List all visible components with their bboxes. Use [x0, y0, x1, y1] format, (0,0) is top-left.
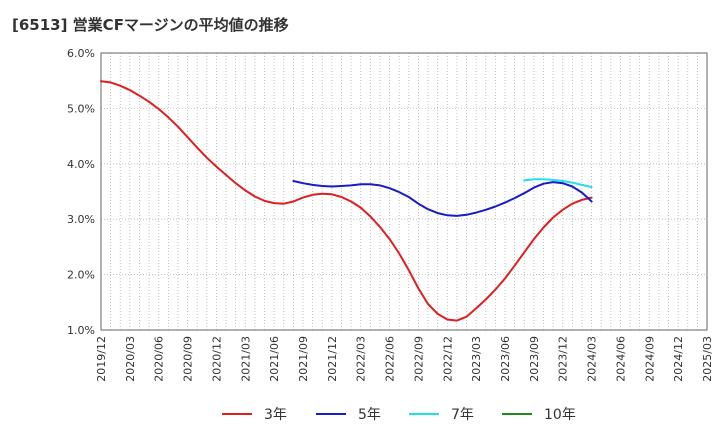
legend-label: 10年 — [544, 407, 576, 423]
x-tick-label: 2020/09 — [182, 336, 195, 382]
series-line-5年 — [292, 180, 593, 217]
series-line-3年 — [100, 80, 593, 322]
x-tick-label: 2025/03 — [701, 336, 714, 382]
legend-label: 3年 — [264, 407, 287, 423]
legend-label: 5年 — [358, 407, 381, 423]
y-tick-label: 4.0% — [67, 158, 95, 171]
x-tick-label: 2022/03 — [355, 336, 368, 382]
series-line-7年 — [523, 178, 593, 189]
x-tick-label: 2022/09 — [412, 336, 425, 382]
x-tick-label: 2022/12 — [441, 336, 454, 382]
plot-area — [100, 52, 708, 331]
x-tick-label: 2020/12 — [210, 336, 223, 382]
x-tick-label: 2022/06 — [384, 336, 397, 382]
y-tick-label: 6.0% — [67, 47, 95, 60]
x-tick-label: 2023/09 — [528, 336, 541, 382]
chart-title: [6513] 営業CFマージンの平均値の推移 — [12, 16, 289, 34]
x-tick-label: 2023/12 — [557, 336, 570, 382]
x-tick-label: 2023/03 — [470, 336, 483, 382]
y-tick-label: 2.0% — [67, 269, 95, 282]
x-tick-label: 2020/06 — [153, 336, 166, 382]
x-tick-label: 2024/12 — [672, 336, 685, 382]
x-tick-label: 2024/09 — [643, 336, 656, 382]
y-tick-label: 3.0% — [67, 213, 95, 226]
x-tick-label: 2021/03 — [239, 336, 252, 382]
y-tick-label: 1.0% — [67, 324, 95, 337]
x-tick-label: 2024/03 — [586, 336, 599, 382]
x-tick-label: 2020/03 — [124, 336, 137, 382]
x-tick-label: 2023/06 — [499, 336, 512, 382]
x-tick-label: 2021/06 — [268, 336, 281, 382]
x-tick-label: 2021/09 — [297, 336, 310, 382]
x-tick-label: 2019/12 — [95, 336, 108, 382]
x-tick-label: 2021/12 — [326, 336, 339, 382]
y-tick-label: 5.0% — [67, 102, 95, 115]
x-tick-label: 2024/06 — [614, 336, 627, 382]
legend-label: 7年 — [451, 407, 474, 423]
